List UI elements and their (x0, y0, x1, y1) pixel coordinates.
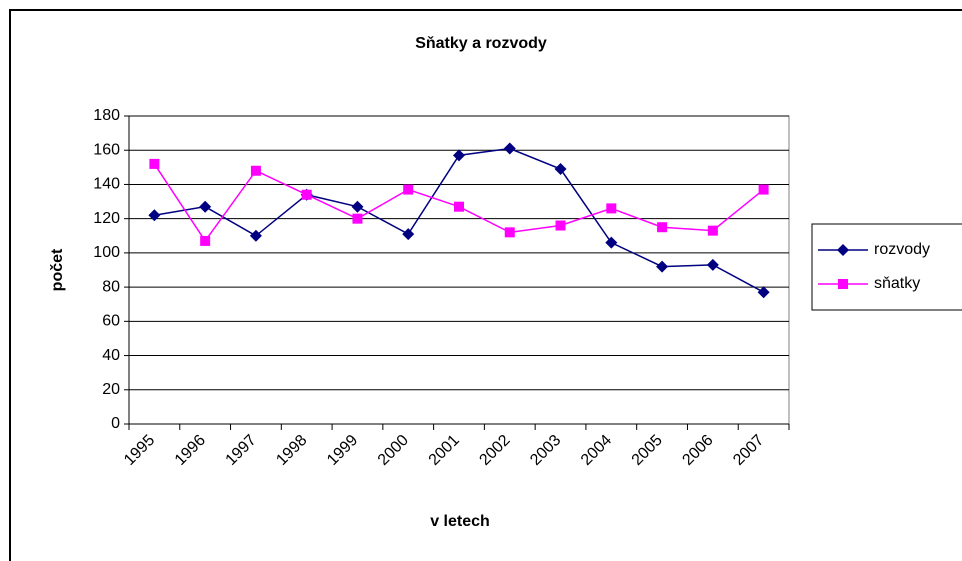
marker (605, 236, 618, 249)
y-tick-label: 60 (102, 313, 120, 330)
marker (606, 203, 617, 214)
legend-marker (838, 279, 848, 289)
y-tick-label: 140 (93, 176, 120, 193)
y-tick-label: 160 (93, 141, 120, 158)
marker (453, 149, 465, 162)
marker (656, 260, 669, 273)
y-tick-label: 40 (102, 347, 120, 364)
marker (301, 189, 312, 200)
legend-box (811, 223, 962, 311)
y-tick-label: 80 (102, 278, 120, 295)
plot-area (128, 115, 790, 425)
legend-label: sňatky (874, 275, 920, 292)
marker (706, 258, 719, 271)
marker (402, 228, 415, 241)
y-tick-label: 180 (93, 107, 120, 124)
y-axis-label: počet (49, 248, 66, 291)
chart-title: Sňatky a rozvody (415, 35, 547, 52)
x-axis-label: v letech (430, 513, 490, 530)
y-tick-label: 20 (102, 381, 120, 398)
marker (352, 213, 363, 224)
marker (503, 142, 516, 155)
marker (555, 220, 566, 231)
marker (249, 229, 262, 242)
marker (148, 209, 161, 222)
marker (200, 235, 211, 246)
marker (657, 222, 668, 233)
marker (250, 165, 261, 176)
marker (403, 184, 414, 195)
marker (199, 200, 212, 213)
legend: rozvody sňatky (811, 223, 962, 311)
marker (504, 227, 515, 238)
y-tick-label: 100 (93, 244, 120, 261)
marker (554, 163, 567, 176)
marker (454, 201, 464, 212)
y-tick-label: 120 (93, 210, 120, 227)
marker (707, 225, 718, 236)
marker (351, 200, 364, 213)
y-tick-label: 0 (111, 415, 120, 432)
marker (757, 286, 770, 299)
legend-marker (837, 244, 849, 256)
marker (149, 158, 160, 169)
marker (758, 184, 769, 195)
legend-label: rozvody (874, 241, 930, 258)
